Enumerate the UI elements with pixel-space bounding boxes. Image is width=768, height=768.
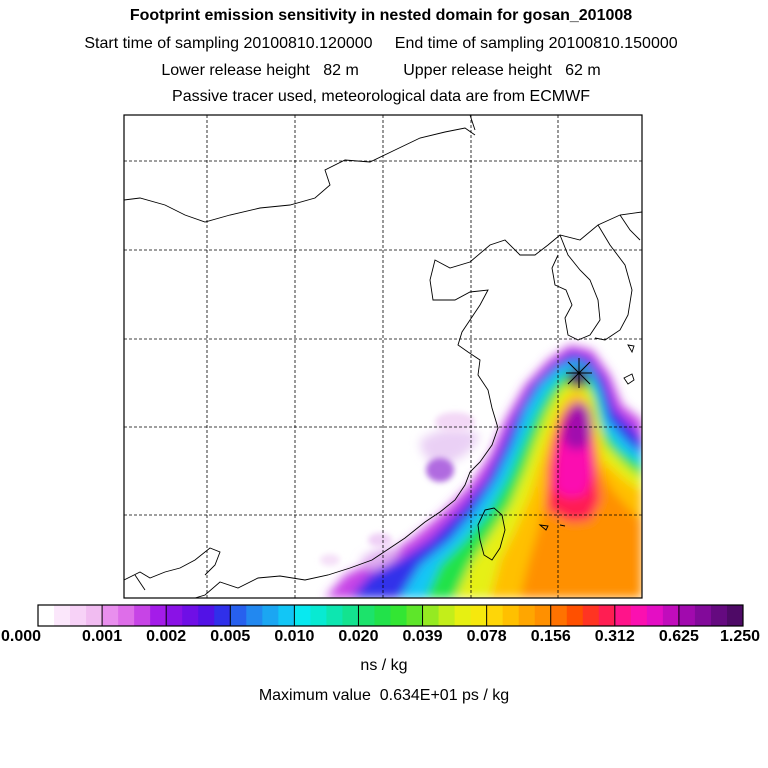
colorbar-tick-label: 1.250: [719, 628, 761, 645]
colorbar-segment: [166, 605, 183, 626]
colorbar-segment: [614, 605, 632, 626]
colorbar-segment: [38, 605, 55, 626]
receptor-marker: [566, 358, 592, 388]
colorbar-segment: [278, 605, 295, 626]
lat-lon-grid: [124, 115, 642, 598]
colorbar-segment: [534, 605, 552, 626]
colorbar-segment: [726, 605, 744, 626]
colorbar-segment: [454, 605, 472, 626]
colorbar-segment: [358, 605, 375, 626]
sampling-time-line: Start time of sampling 20100810.120000 E…: [84, 35, 678, 52]
sensitivity-field: [320, 345, 642, 598]
colorbar-segment: [310, 605, 327, 626]
colorbar-tick-label: 0.010: [274, 628, 315, 645]
colorbar-segment: [70, 605, 87, 626]
colorbar-segment: [630, 605, 648, 626]
colorbar-tick-label: 0.625: [658, 628, 699, 645]
colorbar-segment: [182, 605, 199, 626]
colorbar-tick-label: 0.002: [146, 628, 187, 645]
colorbar-segment: [710, 605, 728, 626]
colorbar-segment: [470, 605, 488, 626]
colorbar-segment: [342, 605, 359, 626]
colorbar-segment: [230, 605, 247, 626]
colorbar-segment: [102, 605, 119, 626]
colorbar-segment: [518, 605, 536, 626]
colorbar-segment: [582, 605, 600, 626]
colorbar-tick-label: 0.156: [530, 628, 571, 645]
colorbar-segment: [374, 605, 391, 626]
colorbar-segment: [294, 605, 311, 626]
colorbar: [37, 604, 744, 627]
colorbar-segment: [390, 605, 408, 626]
colorbar-segment: [214, 605, 231, 626]
colorbar-tick-label: 0.039: [402, 628, 443, 645]
colorbar-segment: [550, 605, 568, 626]
colorbar-segment: [86, 605, 103, 626]
coastline-borders: [124, 115, 642, 598]
colorbar-segment: [406, 605, 424, 626]
colorbar-tick-label: 0.020: [338, 628, 379, 645]
colorbar-segment: [150, 605, 167, 626]
colorbar-segment: [502, 605, 520, 626]
colorbar-segment: [246, 605, 263, 626]
colorbar-tick-label: 0.078: [466, 628, 507, 645]
colorbar-segment: [134, 605, 151, 626]
colorbar-tick-label: 0.000: [0, 628, 42, 645]
map-frame: [123, 114, 643, 599]
colorbar-segment: [662, 605, 680, 626]
colorbar-segment: [198, 605, 215, 626]
colorbar-tick-label: 0.312: [594, 628, 635, 645]
colorbar-segment: [262, 605, 279, 626]
colorbar-segment: [118, 605, 135, 626]
colorbar-segment: [422, 605, 440, 626]
colorbar-tick-label: 0.005: [210, 628, 251, 645]
colorbar-segment: [598, 605, 616, 626]
colorbar-frame: [37, 604, 744, 627]
release-height-line: Lower release height 82 m Upper release …: [161, 62, 601, 79]
colorbar-segment: [678, 605, 696, 626]
colorbar-segment: [566, 605, 584, 626]
colorbar-segment: [54, 605, 71, 626]
colorbar-segment: [326, 605, 343, 626]
colorbar-segment: [438, 605, 456, 626]
colorbar-unit-label: ns / kg: [360, 657, 408, 674]
colorbar-segment: [694, 605, 712, 626]
colorbar-segment: [646, 605, 664, 626]
tracer-info-line: Passive tracer used, meteorological data…: [172, 88, 590, 105]
plot-title: Footprint emission sensitivity in nested…: [129, 7, 633, 24]
colorbar-segment: [486, 605, 504, 626]
colorbar-tick-label: 0.001: [82, 628, 123, 645]
maximum-value-label: Maximum value 0.634E+01 ps / kg: [258, 687, 510, 704]
